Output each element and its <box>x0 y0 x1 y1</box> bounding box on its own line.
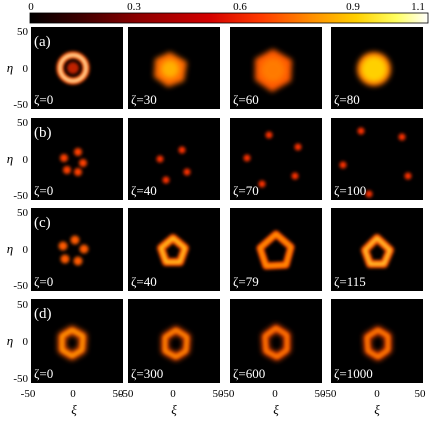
y-tick-label: 50 <box>17 26 29 38</box>
beam-b2 <box>156 146 191 184</box>
frame-label: ζ=0 <box>34 183 53 198</box>
frame-label: ζ=30 <box>131 92 157 107</box>
frame-label: ζ=80 <box>334 92 360 107</box>
x-axis-label: ξ <box>374 402 380 417</box>
x-tick-label: 0 <box>170 388 176 400</box>
x-tick-label: 50 <box>415 388 427 400</box>
x-tick-label: -50 <box>21 388 36 400</box>
y-tick-label: 50 <box>17 299 29 311</box>
frame-label: ζ=0 <box>34 366 53 381</box>
panel-grid <box>31 27 423 383</box>
frame-label: ζ=0 <box>34 92 53 107</box>
beam-a3 <box>255 49 292 92</box>
y-tick-label: -50 <box>13 280 28 292</box>
y-tick-label: 50 <box>17 117 29 129</box>
beam-a4 <box>357 52 391 86</box>
y-tick-label: 0 <box>23 244 29 256</box>
frame-label: ζ=600 <box>233 366 265 381</box>
frame-label: ζ=40 <box>131 274 157 289</box>
beam-c2 <box>157 234 189 266</box>
x-tick-label: 0 <box>374 388 380 400</box>
y-axis: 50 0 -50 η 50 0 -50 η 50 0 -50 η 50 0 -5… <box>7 26 29 385</box>
y-tick-label: 50 <box>17 207 29 219</box>
x-tick-label: 0 <box>70 388 76 400</box>
x-axis-label: ξ <box>273 402 279 417</box>
panel-d1 <box>31 299 123 383</box>
y-axis-label: η <box>7 241 13 256</box>
panel-d3 <box>230 299 322 383</box>
beam-d4 <box>363 326 392 361</box>
frame-label: ζ=60 <box>233 92 259 107</box>
x-tick-label: 50 <box>213 388 225 400</box>
y-axis-label: η <box>7 333 13 348</box>
colorbar-tick-label: 0.9 <box>346 1 360 13</box>
panel-d2 <box>128 299 220 383</box>
panel-b2 <box>128 118 220 200</box>
y-tick-label: 0 <box>23 63 29 75</box>
y-tick-label: 0 <box>23 154 29 166</box>
frame-label: ζ=1000 <box>334 366 373 381</box>
row-label: (d) <box>34 306 52 322</box>
colorbar-tick-label: 1.1 <box>411 1 425 13</box>
frame-label: ζ=100 <box>334 183 366 198</box>
row-label: (c) <box>34 215 51 231</box>
y-axis-label: η <box>7 60 13 75</box>
panel-c2 <box>128 208 220 291</box>
x-tick-label: -50 <box>119 388 134 400</box>
beam-d1 <box>58 326 87 360</box>
beam-a1 <box>56 51 90 85</box>
panel-d4 <box>331 299 423 383</box>
frame-label: ζ=79 <box>233 274 259 289</box>
frame-label: ζ=300 <box>131 366 163 381</box>
beam-a2 <box>154 52 187 87</box>
frame-label: ζ=0 <box>34 274 53 289</box>
panel-b1 <box>31 118 123 200</box>
panel-c4 <box>331 208 423 291</box>
x-axis-label: ξ <box>71 402 77 417</box>
x-tick-label: -50 <box>322 388 337 400</box>
colorbar-tick-label: 0 <box>28 1 34 13</box>
x-tick-label: 50 <box>113 388 125 400</box>
beam-b3 <box>243 131 302 188</box>
row-label: (a) <box>34 34 51 50</box>
y-tick-label: -50 <box>13 99 28 111</box>
beam-b4 <box>339 127 412 198</box>
beam-c3 <box>256 230 295 270</box>
beam-d2 <box>161 326 191 361</box>
x-axis-label: ξ <box>171 402 177 417</box>
x-tick-label: -50 <box>220 388 235 400</box>
colorbar-gradient <box>29 12 429 24</box>
beam-d3 <box>261 324 291 361</box>
y-axis-label: η <box>7 151 13 166</box>
beam-c1 <box>58 235 89 266</box>
y-tick-label: -50 <box>13 373 28 385</box>
y-tick-label: -50 <box>13 190 28 202</box>
y-tick-label: 0 <box>23 336 29 348</box>
frame-label: ζ=115 <box>334 274 366 289</box>
x-axis: -50 0 50 ξ -50 0 50 ξ -50 0 50 ξ -50 0 5… <box>21 388 426 417</box>
panel-c1 <box>31 208 123 291</box>
panel-c3 <box>230 208 322 291</box>
beam-b1 <box>60 148 87 176</box>
row-label: (b) <box>34 125 52 141</box>
beam-c4 <box>361 234 394 268</box>
x-tick-label: 0 <box>272 388 278 400</box>
frame-label: ζ=40 <box>131 183 157 198</box>
colorbar: 0 0.3 0.6 0.9 1.1 <box>28 1 429 24</box>
panel-b4 <box>331 118 423 200</box>
x-tick-label: 50 <box>315 388 327 400</box>
colorbar-tick-label: 0.3 <box>127 1 141 13</box>
frame-label: ζ=70 <box>233 183 259 198</box>
colorbar-tick-label: 0.6 <box>233 1 247 13</box>
